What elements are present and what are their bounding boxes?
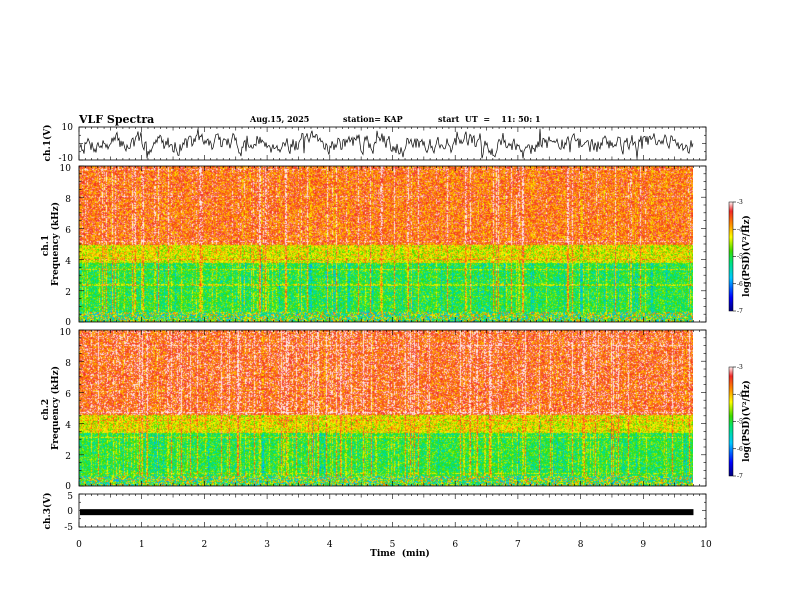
ch2-ylabel-line2: Frequency (kHz): [50, 366, 61, 450]
ch2-ytick-4: 4: [65, 421, 71, 431]
ch1-waveform-trace: [79, 128, 694, 159]
colorbar-tick-label: -6: [737, 281, 743, 288]
ch1-ytick-2: 2: [65, 288, 71, 298]
colorbar-tick-label: -4: [737, 226, 743, 233]
ch1-spectrogram-image: [79, 166, 693, 322]
ch3-waveform-ylabel: ch.3(V): [42, 493, 53, 530]
ch2-ylabel-line1: ch.2: [41, 399, 51, 420]
ch1-ytick-0: 0: [65, 318, 71, 328]
ch1-spectrogram-panel: 0 2 4 6 8 10 ch.1 Frequency (kHz) -3 -4 -5…: [41, 164, 752, 328]
ch1-waveform-panel: 10 -10 ch.1(V): [42, 123, 707, 164]
x-tick-label: 6: [452, 540, 458, 550]
x-tick-label: 4: [327, 540, 333, 550]
x-tick-label: 10: [700, 540, 712, 550]
ch1-colorbar-label: log(PSD)(V²/Hz): [741, 215, 752, 297]
ch1-colorbar-ticks: -3 -4 -5 -6 -7: [733, 199, 743, 315]
colorbar-tick-label: -3: [737, 199, 743, 206]
x-axis-title: Time (min): [370, 548, 430, 559]
x-axis-tick-labels: 0 1 2 3 4 5 6 7 8 9 10: [76, 540, 712, 550]
ch2-ytick-8: 8: [65, 359, 71, 369]
ch1-ytick-top: 10: [62, 123, 74, 133]
colorbar-tick-label: -7: [737, 473, 743, 480]
ch1-ytick-labels: 0 2 4 6 8 10: [60, 164, 72, 328]
ch1-spectrogram-ticks: [78, 165, 707, 323]
x-tick-label: 1: [139, 540, 145, 550]
ch1-ylabel-line1: ch.1: [41, 235, 51, 256]
ch2-ytick-6: 6: [65, 390, 71, 400]
ch1-waveform-ylabel: ch.1(V): [42, 125, 53, 162]
ch1-ytick-8: 8: [65, 195, 71, 205]
x-tick-label: 2: [202, 540, 208, 550]
ch2-spectrogram-image: [79, 330, 693, 486]
ch2-colorbar-ticks: -3 -4 -5 -6 -7: [733, 364, 743, 480]
ch1-ytick-4: 4: [65, 257, 71, 267]
ch3-waveform-ticks: [78, 493, 707, 528]
ch2-ytick-labels: 0 2 4 6 8 10: [60, 328, 72, 492]
ch2-spectrogram-panel: 0 2 4 6 8 10 ch.2 Frequency (kHz) -3 -4 -5…: [41, 328, 752, 492]
ch2-colorbar-label: log(PSD)(V²/Hz): [741, 380, 752, 462]
colorbar-tick-label: -7: [737, 308, 743, 315]
ch2-ytick-2: 2: [65, 452, 71, 462]
ch2-spectrogram-ticks: [78, 329, 707, 487]
colorbar-tick-label: -5: [737, 419, 743, 426]
ch1-ytick-6: 6: [65, 226, 71, 236]
ch3-ytick-mid: 0: [67, 507, 73, 517]
colorbar-tick-label: -6: [737, 446, 743, 453]
x-tick-label: 9: [640, 540, 646, 550]
ch1-spectrogram-ylabel: ch.1 Frequency (kHz): [41, 202, 61, 286]
figure-title: VLF Spectra: [78, 113, 154, 126]
ch2-colorbar-image: [729, 367, 733, 476]
ch1-ylabel-line2: Frequency (kHz): [50, 202, 61, 286]
ch3-ytick-top: 5: [67, 492, 73, 502]
station-label: station= KAP: [343, 114, 403, 124]
date-label: Aug.15, 2025: [249, 114, 309, 124]
x-tick-label: 0: [76, 540, 82, 550]
x-tick-label: 7: [515, 540, 521, 550]
ch2-ytick-0: 0: [65, 482, 71, 492]
ch1-colorbar-image: [729, 202, 733, 311]
ch2-ytick-10: 10: [60, 328, 72, 338]
ch1-ytick-10: 10: [60, 164, 72, 174]
ch3-waveform-panel: 5 0 -5 ch.3(V): [42, 492, 707, 533]
colorbar-tick-label: -4: [737, 391, 743, 398]
colorbar-tick-label: -5: [737, 254, 743, 261]
start-time-label: start UT = 11: 50: 1: [438, 114, 541, 124]
x-tick-label: 5: [390, 540, 396, 550]
ch3-ytick-bottom: -5: [64, 523, 73, 533]
ch1-waveform-ticks: [78, 126, 707, 161]
x-tick-label: 8: [578, 540, 584, 550]
ch3-waveform-trace: [80, 509, 694, 516]
x-tick-label: 3: [264, 540, 270, 550]
ch2-spectrogram-ylabel: ch.2 Frequency (kHz): [41, 366, 61, 450]
colorbar-tick-label: -3: [737, 364, 743, 371]
ch1-ytick-bottom: -10: [59, 154, 74, 164]
